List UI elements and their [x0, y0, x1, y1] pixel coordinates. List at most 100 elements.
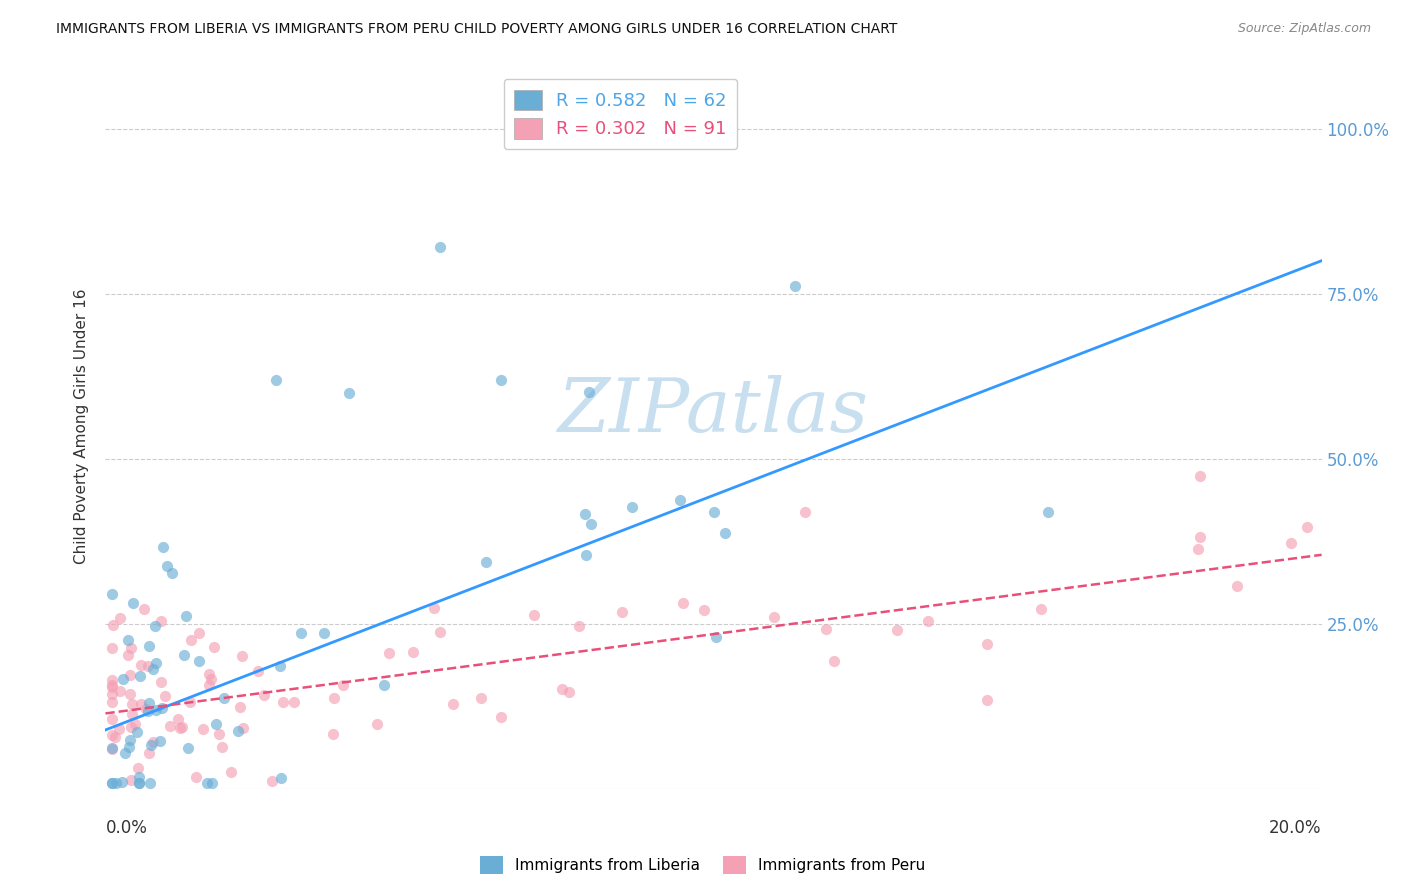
Point [763, 609, 786, 624]
Point [134, 602, 156, 616]
Point [145, 656, 167, 670]
Text: IMMIGRANTS FROM LIBERIA VS IMMIGRANTS FROM PERU CHILD POVERTY AMONG GIRLS UNDER : IMMIGRANTS FROM LIBERIA VS IMMIGRANTS FR… [56, 22, 897, 37]
Point [100, 640, 122, 655]
Point [162, 566, 184, 581]
Point [702, 505, 725, 519]
Point [180, 632, 202, 647]
Point [314, 626, 336, 640]
Point [283, 695, 305, 709]
Text: 20.0%: 20.0% [1270, 819, 1322, 837]
Point [558, 685, 581, 699]
Point [332, 678, 354, 692]
Point [232, 722, 254, 736]
Point [136, 704, 159, 718]
Point [177, 740, 200, 755]
Point [1031, 601, 1053, 615]
Point [114, 746, 136, 760]
Point [793, 505, 815, 519]
Point [247, 664, 270, 678]
Point [117, 633, 139, 648]
Point [366, 716, 388, 731]
Point [124, 717, 146, 731]
Point [229, 699, 252, 714]
Point [145, 703, 167, 717]
Point [568, 618, 591, 632]
Point [704, 631, 727, 645]
Point [108, 723, 131, 737]
Point [136, 658, 159, 673]
Point [120, 687, 142, 701]
Legend: R = 0.582   N = 62, R = 0.302   N = 91: R = 0.582 N = 62, R = 0.302 N = 91 [503, 78, 737, 149]
Point [1226, 579, 1249, 593]
Point [150, 614, 173, 628]
Point [429, 240, 451, 254]
Point [290, 625, 312, 640]
Point [143, 619, 166, 633]
Point [621, 500, 644, 514]
Y-axis label: Child Poverty Among Girls Under 16: Child Poverty Among Girls Under 16 [75, 288, 90, 564]
Point [184, 771, 207, 785]
Point [100, 712, 122, 726]
Point [169, 721, 191, 735]
Point [322, 727, 344, 741]
Point [167, 712, 190, 726]
Point [129, 669, 152, 683]
Point [139, 776, 162, 790]
Point [100, 677, 122, 691]
Point [271, 694, 294, 708]
Point [195, 776, 218, 790]
Point [198, 666, 221, 681]
Point [100, 680, 122, 694]
Point [489, 709, 512, 723]
Point [668, 493, 690, 508]
Point [672, 596, 695, 610]
Point [173, 648, 195, 662]
Point [264, 373, 287, 387]
Point [976, 692, 998, 706]
Point [262, 773, 284, 788]
Point [100, 695, 122, 709]
Point [129, 697, 152, 711]
Point [128, 770, 150, 784]
Point [201, 776, 224, 790]
Point [231, 648, 253, 663]
Point [120, 732, 142, 747]
Point [122, 596, 145, 610]
Point [101, 618, 124, 632]
Point [152, 540, 174, 554]
Point [1036, 505, 1059, 519]
Point [142, 662, 165, 676]
Point [402, 645, 425, 659]
Point [127, 725, 149, 739]
Point [1188, 530, 1211, 544]
Point [574, 508, 596, 522]
Point [198, 678, 221, 692]
Point [111, 775, 134, 789]
Point [138, 746, 160, 760]
Text: ZIPatlas: ZIPatlas [558, 376, 869, 448]
Point [149, 674, 172, 689]
Point [373, 678, 395, 692]
Point [104, 730, 127, 744]
Text: Source: ZipAtlas.com: Source: ZipAtlas.com [1237, 22, 1371, 36]
Point [226, 724, 249, 739]
Point [205, 717, 228, 731]
Point [208, 727, 231, 741]
Point [159, 719, 181, 733]
Point [202, 640, 225, 654]
Point [441, 697, 464, 711]
Point [612, 605, 634, 619]
Point [138, 696, 160, 710]
Point [550, 682, 572, 697]
Point [1188, 468, 1211, 483]
Point [714, 525, 737, 540]
Point [117, 648, 139, 663]
Point [489, 373, 512, 387]
Point [214, 690, 236, 705]
Point [100, 776, 122, 790]
Point [121, 706, 143, 721]
Point [270, 771, 292, 785]
Point [693, 603, 716, 617]
Point [100, 741, 122, 756]
Point [179, 696, 201, 710]
